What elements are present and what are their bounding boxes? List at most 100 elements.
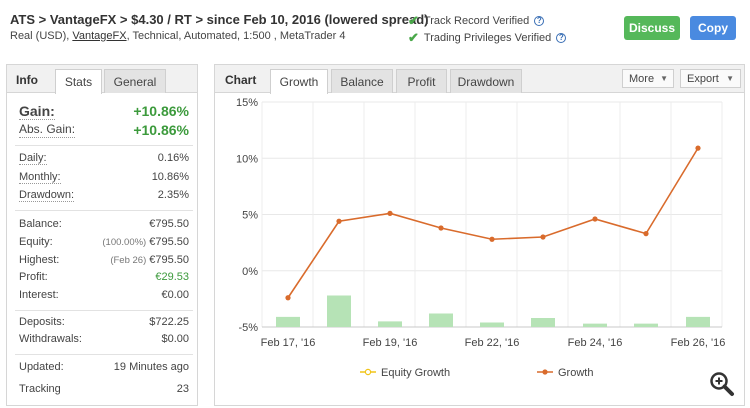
- equity-value: €795.50: [149, 236, 189, 248]
- growth-point: [695, 145, 701, 151]
- stats-tabbar: Info Stats General: [7, 65, 197, 94]
- help-icon[interactable]: ?: [534, 16, 545, 26]
- tracking-label: Tracking: [19, 383, 61, 395]
- divider: [15, 310, 193, 311]
- x-tick-label: Feb 26, '16: [671, 337, 726, 349]
- help-icon[interactable]: ?: [556, 33, 567, 43]
- updated-value: 19 Minutes ago: [113, 361, 189, 373]
- check-icon: ✔: [408, 13, 419, 28]
- y-tick-label: -5%: [238, 322, 258, 334]
- tab-stats[interactable]: Stats: [55, 69, 102, 94]
- y-tick-label: 10%: [236, 153, 258, 165]
- equity-bar: [583, 323, 607, 327]
- abs-gain-value: +10.86%: [133, 122, 189, 138]
- equity-bar: [378, 321, 402, 327]
- equity-row: Equity: (100.00%) €795.50: [19, 236, 189, 248]
- equity-percent: (100.00%): [102, 237, 147, 248]
- caret-down-icon: ▼: [660, 74, 668, 83]
- track-record-label: Track Record Verified: [423, 15, 530, 27]
- equity-bar: [327, 295, 351, 327]
- legend-equity-marker: [364, 368, 372, 376]
- monthly-value: 10.86%: [151, 171, 189, 183]
- abs-gain-row: Abs. Gain: +10.86%: [19, 122, 189, 138]
- x-tick-label: Feb 19, '16: [363, 337, 418, 349]
- equity-bar: [480, 322, 504, 327]
- zoom-icon[interactable]: [708, 370, 736, 398]
- monthly-row: Monthly: 10.86%: [19, 171, 189, 184]
- equity-bar: [686, 316, 710, 327]
- balance-value: €795.50: [149, 218, 189, 230]
- export-dropdown[interactable]: Export ▼: [680, 69, 741, 88]
- daily-row: Daily: 0.16%: [19, 152, 189, 165]
- gain-row: Gain: +10.86%: [19, 103, 189, 120]
- profit-label: Profit:: [19, 271, 48, 283]
- export-label: Export: [687, 72, 719, 85]
- growth-point: [592, 216, 598, 222]
- stats-panel: Info Stats General Gain: +10.86% Abs. Ga…: [6, 64, 198, 406]
- growth-point: [489, 236, 495, 242]
- interest-label: Interest:: [19, 289, 59, 301]
- daily-label: Daily:: [19, 152, 47, 165]
- updated-row: Updated: 19 Minutes ago: [19, 361, 189, 373]
- gain-value: +10.86%: [133, 103, 189, 119]
- subtitle-suffix: , Technical, Automated, 1:500 , MetaTrad…: [126, 30, 346, 42]
- interest-value: €0.00: [161, 289, 189, 301]
- divider: [15, 145, 193, 146]
- account-subtitle: Real (USD), VantageFX, Technical, Automa…: [10, 30, 345, 42]
- tab-balance[interactable]: Balance: [331, 69, 393, 93]
- gain-label: Gain:: [19, 103, 55, 120]
- tab-general[interactable]: General: [104, 69, 166, 93]
- balance-row: Balance: €795.50: [19, 218, 189, 230]
- equity-bar: [276, 316, 300, 327]
- deposits-value: $722.25: [149, 316, 189, 328]
- trading-privileges-label: Trading Privileges Verified: [423, 32, 552, 44]
- equity-bar: [531, 318, 555, 327]
- abs-gain-label: Abs. Gain:: [19, 122, 76, 138]
- chart-heading: Chart: [225, 73, 257, 87]
- highest-date: (Feb 26): [110, 255, 147, 266]
- info-heading: Info: [16, 73, 38, 87]
- highest-value: €795.50: [149, 254, 189, 266]
- profit-value: €29.53: [155, 271, 189, 283]
- copy-button[interactable]: Copy: [690, 16, 736, 40]
- deposits-label: Deposits:: [19, 316, 65, 328]
- subtitle-prefix: Real (USD),: [10, 30, 73, 42]
- check-icon: ✔: [408, 30, 419, 45]
- withdrawals-label: Withdrawals:: [19, 333, 82, 345]
- caret-down-icon: ▼: [726, 74, 734, 83]
- y-tick-label: 0%: [242, 266, 258, 278]
- equity-bar: [429, 313, 453, 327]
- equity-bar: [634, 323, 658, 327]
- growth-line: [287, 147, 699, 299]
- x-tick-label: Feb 24, '16: [568, 337, 623, 349]
- equity-label: Equity:: [19, 236, 53, 248]
- tracking-row: Tracking 23: [19, 383, 189, 395]
- tab-profit[interactable]: Profit: [396, 69, 447, 93]
- more-label: More: [629, 72, 655, 85]
- tab-drawdown[interactable]: Drawdown: [450, 69, 522, 93]
- drawdown-row: Drawdown: 2.35%: [19, 189, 189, 202]
- withdrawals-value: $0.00: [161, 333, 189, 345]
- legend-growth-label: Growth: [558, 367, 593, 379]
- broker-link[interactable]: VantageFX: [72, 30, 127, 42]
- withdrawals-row: Withdrawals: $0.00: [19, 333, 189, 345]
- legend-equity-label: Equity Growth: [381, 367, 450, 379]
- chart-tabbar: Chart Growth Balance Profit Drawdown Mor…: [215, 65, 744, 94]
- deposits-row: Deposits: $722.25: [19, 316, 189, 328]
- discuss-button[interactable]: Discuss: [624, 16, 680, 40]
- updated-label: Updated:: [19, 361, 64, 373]
- chart-panel: Chart Growth Balance Profit Drawdown Mor…: [214, 64, 745, 406]
- tab-growth[interactable]: Growth: [270, 69, 328, 94]
- interest-row: Interest: €0.00: [19, 289, 189, 301]
- track-record-verified: ✔ Track Record Verified ?: [408, 13, 545, 29]
- divider: [15, 210, 193, 211]
- highest-row: Highest: (Feb 26) €795.50: [19, 254, 189, 266]
- daily-value: 0.16%: [157, 152, 189, 164]
- divider: [15, 354, 193, 355]
- legend-growth-marker: [542, 369, 548, 375]
- more-dropdown[interactable]: More ▼: [622, 69, 674, 88]
- x-tick-label: Feb 22, '16: [465, 337, 520, 349]
- growth-point: [643, 231, 649, 237]
- trading-privileges-verified: ✔ Trading Privileges Verified ?: [408, 30, 567, 46]
